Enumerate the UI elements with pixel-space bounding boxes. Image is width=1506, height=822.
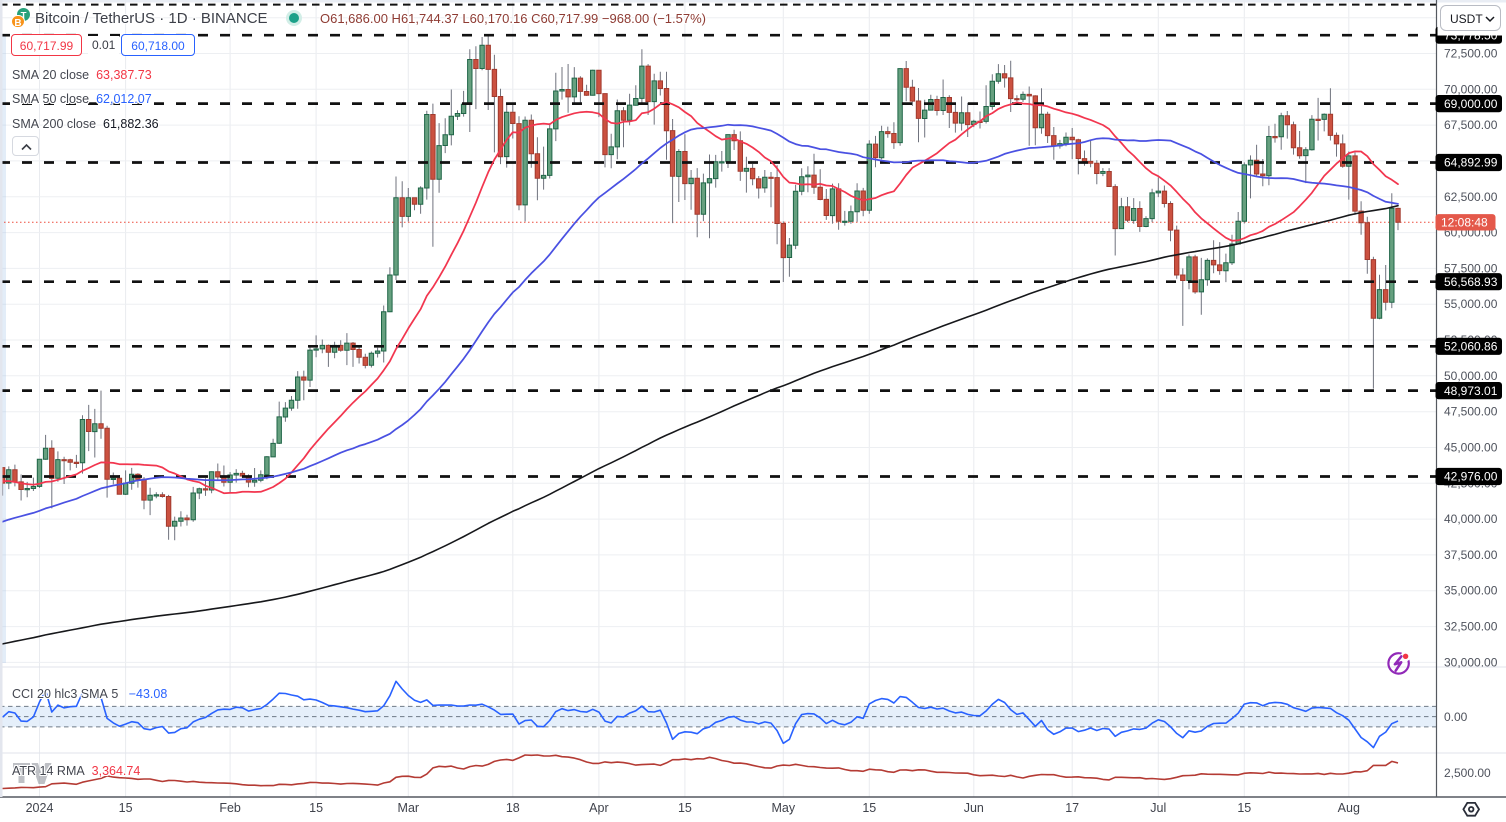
svg-text:67,500.00: 67,500.00 [1444, 118, 1498, 132]
svg-text:2,500.00: 2,500.00 [1444, 766, 1491, 780]
svg-text:37,500.00: 37,500.00 [1444, 548, 1498, 562]
svg-text:55,000.00: 55,000.00 [1444, 297, 1498, 311]
svg-text:52,060.86: 52,060.86 [1444, 340, 1498, 354]
svg-text:17: 17 [1065, 801, 1079, 815]
svg-text:15: 15 [119, 801, 133, 815]
svg-text:May: May [771, 801, 795, 815]
svg-text:Jul: Jul [1150, 801, 1166, 815]
svg-text:70,000.00: 70,000.00 [1444, 82, 1498, 96]
svg-text:40,000.00: 40,000.00 [1444, 512, 1498, 526]
svg-text:45,000.00: 45,000.00 [1444, 441, 1498, 455]
svg-text:50,000.00: 50,000.00 [1444, 369, 1498, 383]
svg-text:48,973.01: 48,973.01 [1444, 384, 1498, 398]
svg-text:Aug: Aug [1338, 801, 1360, 815]
svg-text:Mar: Mar [398, 801, 420, 815]
svg-text:47,500.00: 47,500.00 [1444, 405, 1498, 419]
svg-text:62,500.00: 62,500.00 [1444, 190, 1498, 204]
svg-text:Jun: Jun [964, 801, 984, 815]
svg-text:15: 15 [1237, 801, 1251, 815]
svg-text:2024: 2024 [26, 801, 54, 815]
svg-text:18: 18 [506, 801, 520, 815]
svg-text:35,000.00: 35,000.00 [1444, 584, 1498, 598]
svg-text:69,000.00: 69,000.00 [1444, 97, 1498, 111]
svg-text:15: 15 [862, 801, 876, 815]
svg-text:57,500.00: 57,500.00 [1444, 261, 1498, 275]
svg-text:56,568.93: 56,568.93 [1444, 275, 1498, 289]
svg-text:0.00: 0.00 [1444, 710, 1468, 724]
svg-text:32,500.00: 32,500.00 [1444, 620, 1498, 634]
svg-text:42,976.00: 42,976.00 [1444, 470, 1498, 484]
svg-text:B: B [14, 18, 21, 29]
svg-text:72,500.00: 72,500.00 [1444, 47, 1498, 61]
svg-text:12:08:48: 12:08:48 [1441, 215, 1488, 229]
svg-text:Apr: Apr [589, 801, 608, 815]
svg-text:64,892.99: 64,892.99 [1444, 156, 1498, 170]
svg-text:Feb: Feb [219, 801, 241, 815]
svg-text:15: 15 [309, 801, 323, 815]
svg-text:15: 15 [678, 801, 692, 815]
svg-text:30,000.00: 30,000.00 [1444, 655, 1498, 669]
svg-text:T: T [21, 11, 27, 22]
